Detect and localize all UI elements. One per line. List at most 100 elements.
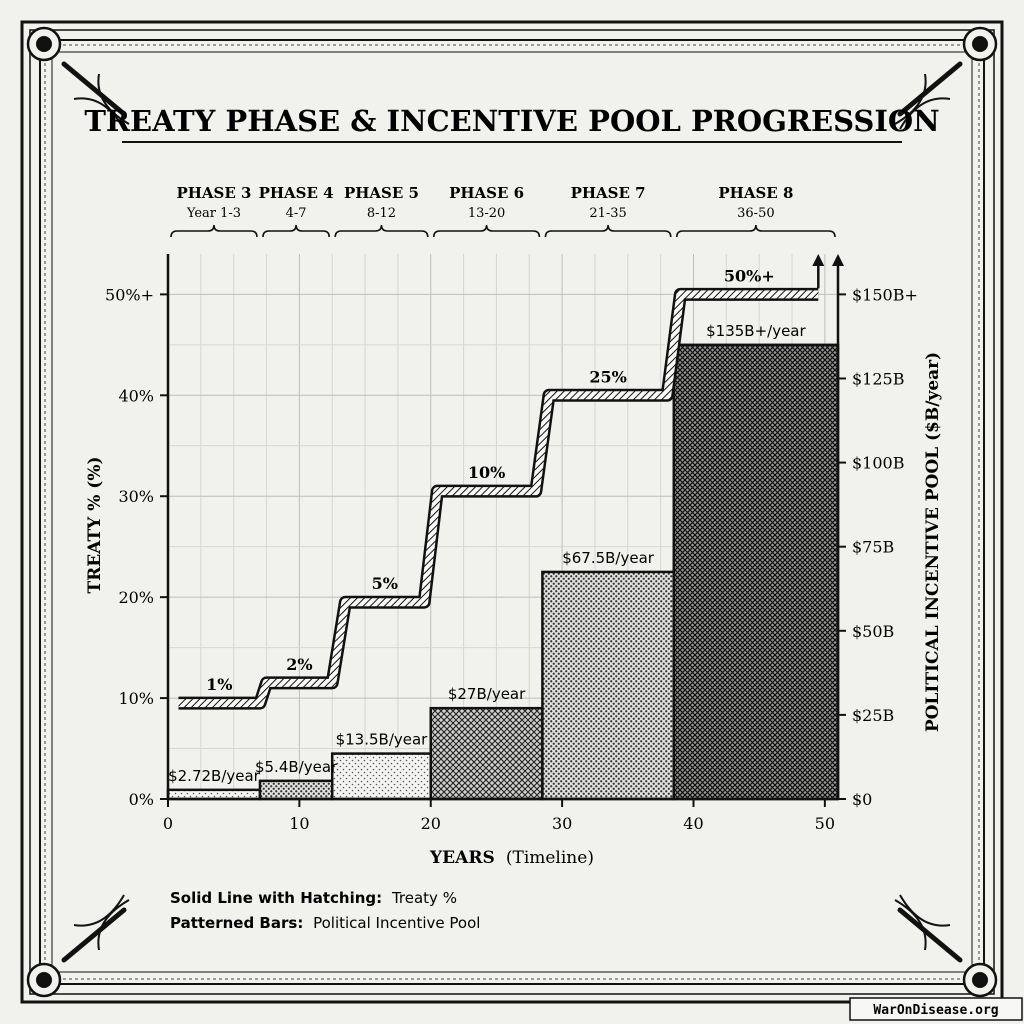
- incentive-bars: [166, 343, 840, 801]
- legend-bars-value: Political Incentive Pool: [313, 914, 480, 932]
- phase-bracket: [262, 224, 331, 238]
- phase-header: PHASE 3 Year 1-3 PHASE 4 4-7 PHASE 5 8-12 PHAS…: [170, 184, 836, 238]
- phase-range: 36-50: [737, 206, 774, 221]
- x-axis-title-bold: YEARS: [429, 848, 495, 868]
- phase-name: PHASE 5: [344, 184, 419, 202]
- ornament-scroll: [73, 97, 125, 130]
- ornament-scroll: [899, 894, 951, 927]
- bar-value-label: $27B/year: [448, 685, 526, 703]
- y-axis-right-arrow: [832, 254, 844, 266]
- y-right-tick-label: $150B+: [852, 285, 918, 304]
- continuation-arrow-head: [812, 254, 825, 266]
- incentive-bar: [258, 779, 334, 801]
- source-badge: WarOnDisease.org: [873, 1003, 998, 1018]
- y-axis-right-title: POLITICAL INCENTIVE POOL ($B/year): [923, 352, 943, 732]
- phase-name: PHASE 8: [718, 184, 793, 202]
- chart-title: TREATY PHASE & INCENTIVE POOL PROGRESSIO…: [84, 104, 939, 138]
- ornament-quill: [61, 907, 127, 963]
- legend-line: Solid Line with Hatching: Treaty %: [170, 889, 457, 907]
- phase-bracket: [544, 224, 672, 238]
- x-axis-title-light: (Timeline): [506, 848, 594, 868]
- bar-value-label: $5.4B/year: [255, 758, 338, 776]
- treaty-step-label: 10%: [468, 463, 505, 482]
- x-tick-label: 40: [683, 814, 703, 833]
- incentive-bar: [541, 570, 676, 801]
- bar-value-label: $67.5B/year: [562, 549, 655, 567]
- corner-ornament: [894, 894, 998, 998]
- incentive-bar: [330, 752, 432, 801]
- ornament-scroll: [894, 899, 927, 951]
- legend-bars: Patterned Bars: Political Incentive Pool: [170, 914, 480, 932]
- bar-value-label: $135B+/year: [706, 322, 806, 340]
- y-right-tick-label: $0: [852, 790, 872, 809]
- incentive-bar: [429, 706, 544, 801]
- corner-ornament: [894, 26, 998, 130]
- ornament-dot: [972, 972, 988, 988]
- x-tick-label: 20: [421, 814, 441, 833]
- incentive-bar: [672, 343, 840, 801]
- ornament-scroll: [97, 899, 130, 951]
- treaty-step-label: 1%: [206, 675, 232, 694]
- phase-bracket: [675, 224, 836, 238]
- y-left-tick-label: 0%: [129, 790, 154, 809]
- ornament-quill: [897, 61, 963, 117]
- bar-labels: $2.72B/year$5.4B/year $13.5B/year $27B/yea…: [168, 322, 806, 785]
- corner-ornament: [26, 894, 130, 998]
- bar-value-label: $2.72B/year: [168, 767, 261, 785]
- phase-name: PHASE 3: [176, 184, 251, 202]
- decorative-frame: [20, 20, 1004, 1004]
- phase-range: 4-7: [286, 206, 307, 221]
- legend-line-key: Solid Line with Hatching:: [170, 889, 382, 907]
- x-tick-label: 30: [552, 814, 572, 833]
- treaty-line-hatching: [178, 290, 819, 708]
- phase-range: Year 1-3: [186, 206, 241, 221]
- phase-bracket: [170, 224, 258, 238]
- phase-range: 13-20: [468, 206, 505, 221]
- y-right-tick-label: $75B: [852, 538, 894, 557]
- treaty-labels: 1% 2% 5% 10% 25% 50%+: [206, 266, 775, 694]
- y-right-tick-label: $25B: [852, 706, 894, 725]
- y-right-tick-label: $100B: [852, 454, 904, 473]
- ornament-dot: [972, 36, 988, 52]
- y-left-tick-label: 50%+: [105, 285, 154, 304]
- ornament-quill: [61, 61, 127, 117]
- treaty-step-line: [178, 254, 825, 710]
- phase-name: PHASE 7: [571, 184, 646, 202]
- x-tick-label: 0: [163, 814, 173, 833]
- ornament-dot: [36, 36, 52, 52]
- legend-line-value: Treaty %: [391, 889, 457, 907]
- axes: 0% 10% 20% 30% 40% 50%+ $0 $25B $50B $75B $100B $12…: [105, 254, 918, 833]
- source-badge-box: [849, 997, 1023, 1021]
- phase-bracket: [432, 224, 541, 238]
- corner-ornament: [26, 26, 130, 130]
- phase-name: PHASE 6: [449, 184, 524, 202]
- y-axis-left-title: TREATY % (%): [85, 456, 105, 593]
- y-left-tick-label: 40%: [118, 386, 154, 405]
- treaty-step-label: 25%: [589, 367, 626, 386]
- ornament-quill: [897, 907, 963, 963]
- phase-range: 8-12: [367, 206, 396, 221]
- incentive-bar: [166, 788, 262, 801]
- legend-bars-key: Patterned Bars:: [170, 914, 303, 932]
- phase-range: 21-35: [589, 206, 626, 221]
- x-tick-label: 50: [815, 814, 835, 833]
- corner-ornaments: [26, 26, 998, 998]
- y-left-tick-label: 20%: [118, 588, 154, 607]
- y-left-tick-label: 10%: [118, 689, 154, 708]
- y-left-tick-label: 30%: [118, 487, 154, 506]
- bar-value-label: $13.5B/year: [336, 731, 429, 749]
- ornament-scroll: [73, 894, 125, 927]
- treaty-step-label: 2%: [286, 655, 312, 674]
- treaty-step-label: 50%+: [724, 266, 775, 285]
- ornament-scroll: [894, 73, 927, 125]
- ornament-scroll: [97, 73, 130, 125]
- y-right-tick-label: $125B: [852, 369, 904, 388]
- y-right-tick-label: $50B: [852, 622, 894, 641]
- phase-bracket: [334, 224, 429, 238]
- treaty-step-label: 5%: [372, 574, 398, 593]
- phase-name: PHASE 4: [259, 184, 334, 202]
- x-axis-title: YEARS (Timeline): [429, 848, 594, 868]
- ornament-dot: [36, 972, 52, 988]
